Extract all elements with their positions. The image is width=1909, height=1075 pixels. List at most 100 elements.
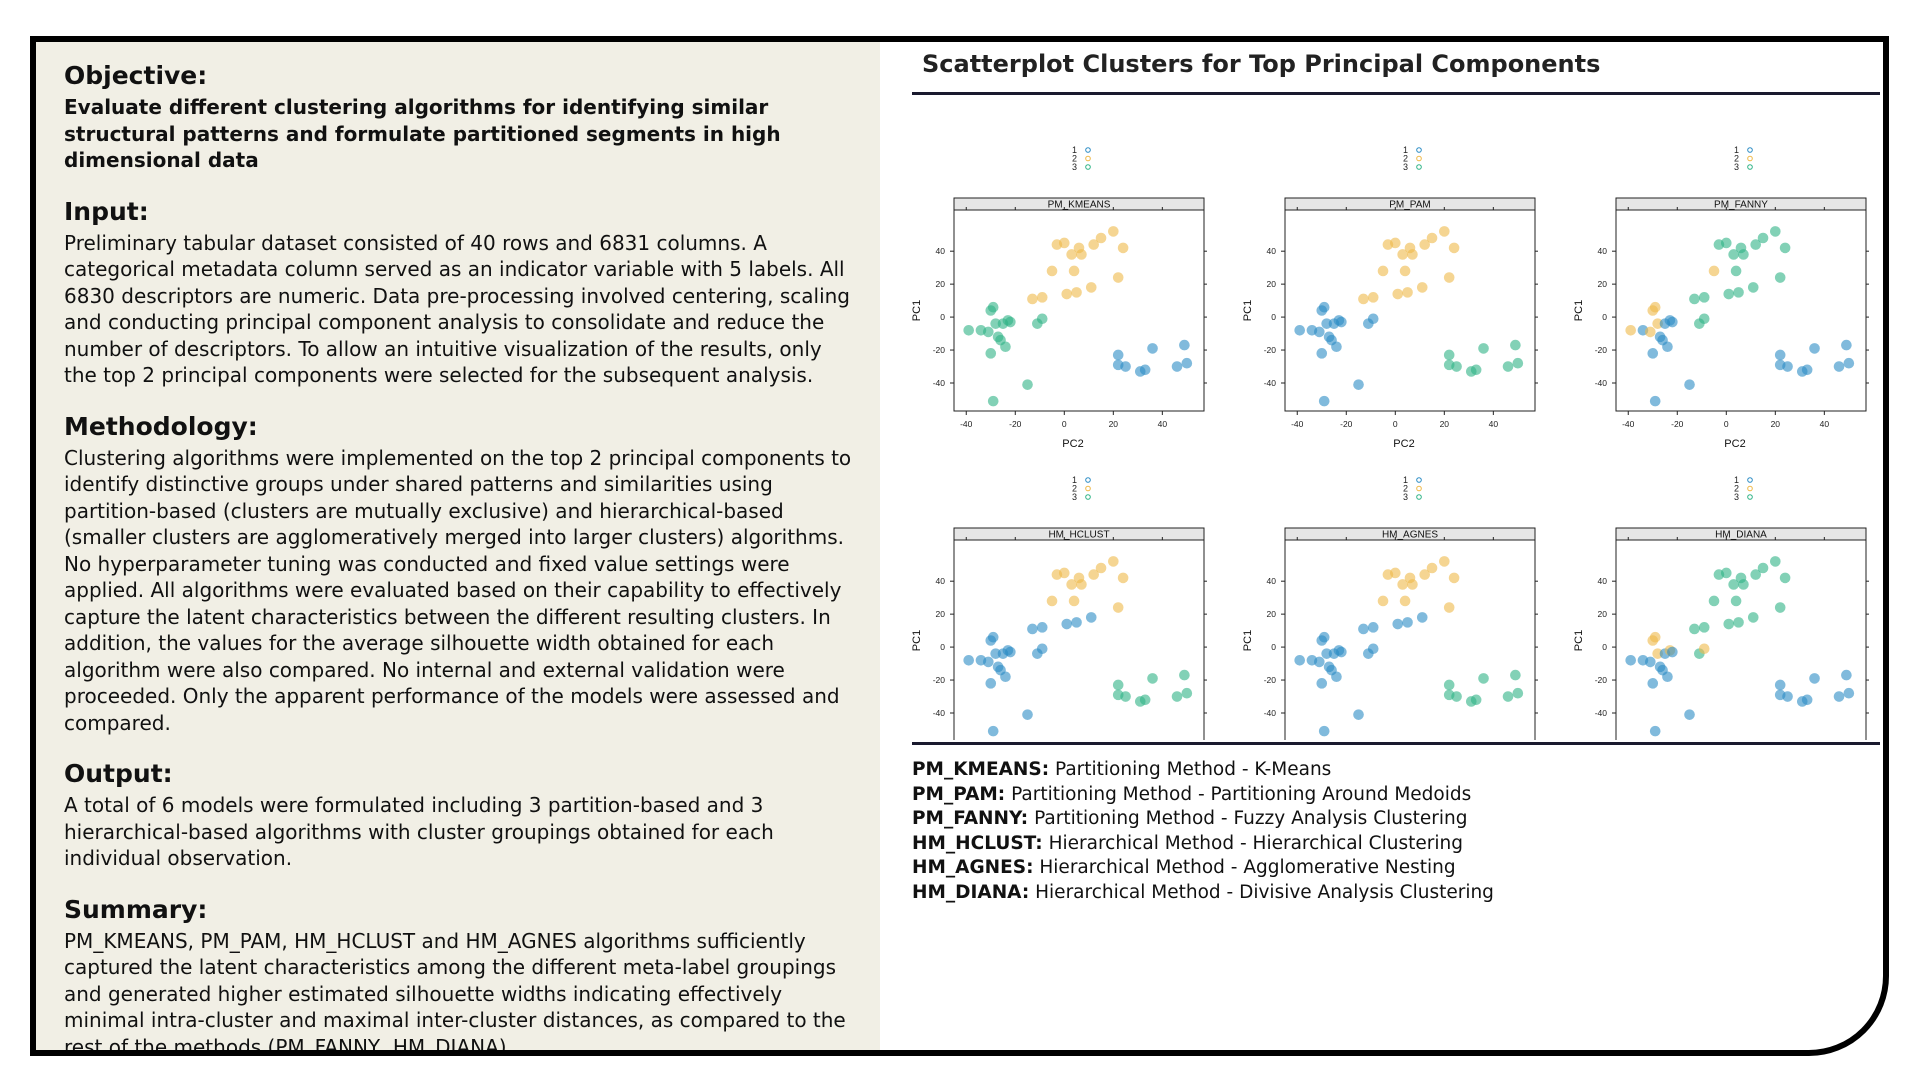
x-tick-label: 40	[1489, 419, 1499, 429]
data-point	[1439, 226, 1450, 237]
data-point	[1402, 617, 1413, 628]
data-point	[1443, 272, 1455, 283]
data-point	[1085, 612, 1097, 623]
data-point	[987, 631, 999, 643]
legend-marker	[1416, 155, 1422, 162]
y-tick-label: -40	[1595, 708, 1608, 718]
data-point	[983, 656, 994, 668]
data-point	[1426, 562, 1438, 574]
data-point	[1747, 282, 1759, 293]
x-tick-label: 20	[1109, 419, 1119, 429]
data-point	[1318, 395, 1330, 407]
plots-title: Scatterplot Clusters for Top Principal C…	[922, 50, 1601, 78]
data-point	[1316, 348, 1328, 359]
data-point	[1397, 249, 1408, 260]
panel-title: PM_PAM	[1389, 200, 1431, 211]
data-point	[1774, 602, 1786, 613]
data-point	[1000, 341, 1011, 353]
data-point	[1708, 595, 1720, 607]
data-point	[1294, 324, 1306, 336]
input-section: Input: Preliminary tabular dataset consi…	[64, 196, 856, 389]
scatter-panel: 123 PM_KMEANS -40 -20 0 20 40 -40 -20 0 20 40 PC2 PC1	[912, 145, 1207, 450]
data-point	[1066, 249, 1077, 260]
data-point	[1336, 646, 1347, 658]
y-tick-label: 40	[936, 576, 946, 586]
data-point	[1738, 249, 1749, 260]
y-tick-label: -40	[1264, 378, 1277, 388]
data-point	[1774, 679, 1786, 691]
data-point	[1076, 579, 1087, 590]
data-point	[985, 678, 997, 689]
legend-label: 3	[1403, 492, 1408, 502]
slide-frame: Objective: Evaluate different clustering…	[30, 36, 1889, 1056]
data-point	[1757, 232, 1769, 244]
legend-marker	[1085, 155, 1091, 162]
data-point	[1443, 602, 1455, 613]
x-tick-label: -20	[1340, 419, 1353, 429]
x-axis-label: PC2	[1062, 438, 1083, 450]
x-tick-label: 0	[1393, 419, 1398, 429]
x-tick-label: 40	[1820, 419, 1830, 429]
data-point	[1419, 569, 1431, 580]
legend-label: 1	[1072, 145, 1077, 155]
data-point	[1801, 364, 1813, 376]
data-point	[1809, 673, 1820, 684]
data-point	[1139, 694, 1151, 706]
data-point	[1419, 239, 1431, 250]
data-point	[1770, 226, 1781, 237]
data-point	[1502, 361, 1514, 372]
summary-section: Summary: PM_KMEANS, PM_PAM, HM_HCLUST an…	[64, 894, 856, 1056]
y-tick-label: -40	[933, 708, 946, 718]
legend-label: 3	[1072, 162, 1077, 172]
data-point	[1662, 671, 1673, 683]
data-point	[1120, 361, 1131, 372]
legend-label: 1	[1403, 475, 1408, 485]
data-point	[1647, 348, 1659, 359]
x-tick-label: 20	[1440, 419, 1450, 429]
data-point	[1353, 709, 1364, 720]
objective-section: Objective: Evaluate different clustering…	[64, 60, 856, 174]
data-point	[1833, 361, 1845, 372]
data-point	[1645, 656, 1656, 668]
data-point	[1649, 301, 1661, 313]
data-point	[1448, 572, 1460, 584]
data-point	[1833, 691, 1845, 702]
output-section: Output: A total of 6 models were formula…	[64, 758, 856, 872]
data-point	[1036, 313, 1048, 325]
data-point	[1667, 316, 1678, 328]
data-point	[1809, 343, 1820, 354]
data-point	[1316, 678, 1328, 689]
legend-label: 1	[1403, 145, 1408, 155]
data-point	[1652, 318, 1663, 329]
data-point	[1112, 272, 1124, 283]
legend-label: 2	[1072, 484, 1077, 494]
data-point	[1723, 288, 1735, 300]
y-tick-label: 40	[1598, 576, 1608, 586]
data-point	[1779, 242, 1791, 254]
data-point	[987, 301, 999, 313]
legend-marker	[1416, 164, 1422, 170]
x-tick-label: -20	[1671, 419, 1684, 429]
output-heading: Output:	[64, 759, 173, 788]
legend-marker	[1085, 494, 1091, 500]
summary-text: PM_KMEANS, PM_PAM, HM_HCLUST and HM_AGNE…	[64, 928, 846, 1056]
description-panel: Objective: Evaluate different clustering…	[36, 42, 880, 1050]
y-tick-label: 40	[1267, 576, 1277, 586]
legend-label: 3	[1734, 492, 1739, 502]
x-tick-label: 40	[1158, 419, 1168, 429]
data-point	[1071, 287, 1082, 298]
data-point	[1684, 709, 1695, 720]
y-tick-label: 20	[1598, 609, 1608, 619]
data-point	[1698, 292, 1710, 303]
y-axis-label: PC1	[1573, 300, 1585, 321]
data-point	[1389, 567, 1401, 579]
y-tick-label: -20	[933, 675, 946, 685]
data-point	[1426, 232, 1438, 244]
data-point	[1336, 316, 1347, 328]
data-point	[1294, 654, 1306, 666]
data-point	[1625, 654, 1637, 666]
data-point	[1439, 556, 1450, 567]
data-point	[1147, 343, 1158, 354]
panel-title: PM_FANNY	[1714, 200, 1768, 211]
data-point	[1066, 579, 1077, 590]
